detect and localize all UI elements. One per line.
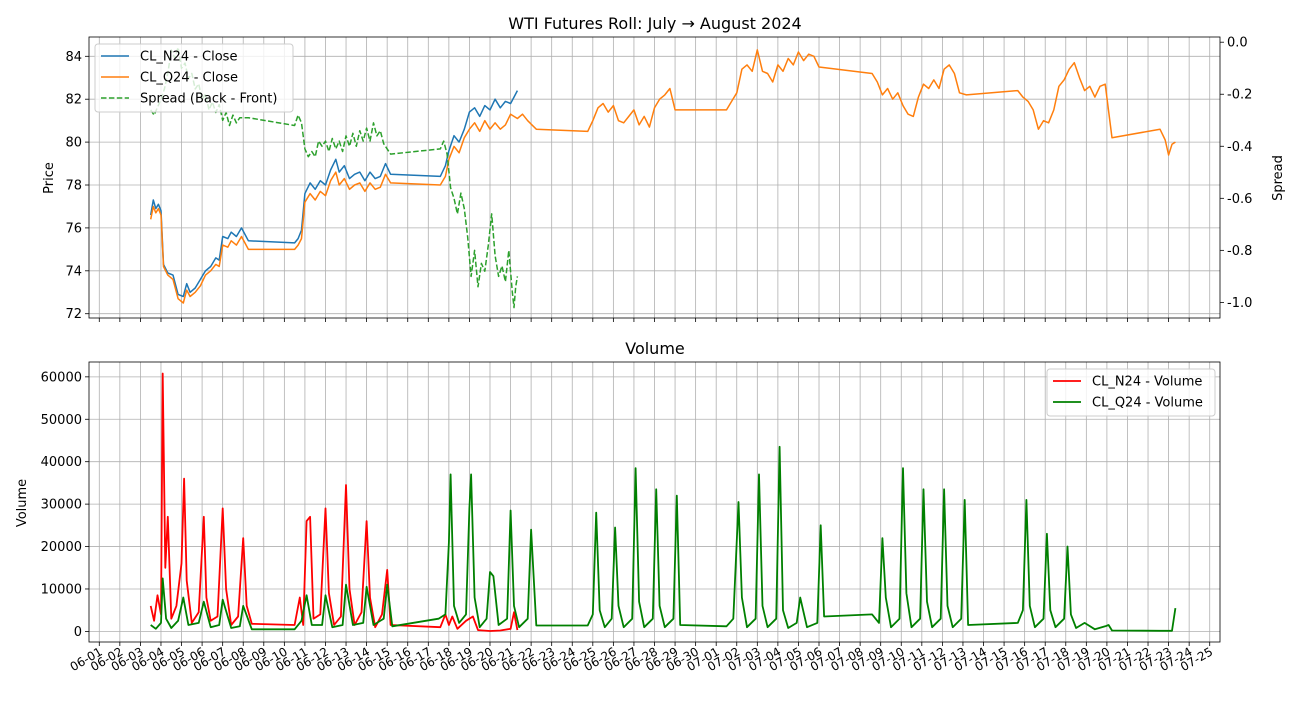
volume-y-tick-label: 60000 (41, 370, 82, 385)
price-x-ticks (98, 318, 1211, 322)
price-y-axis-label: Price (42, 162, 57, 194)
volume-y-ticks: 0 10000 20000 30000 40000 50000 60000 (41, 370, 89, 640)
price-y-tick-label: 80 (65, 136, 82, 151)
spread-y-tick-label: -0.8 (1227, 244, 1252, 259)
volume-y-tick-label: 0 (74, 625, 82, 640)
spread-y-ticks: -1.0 -0.8 -0.6 -0.4 -0.2 0.0 (1220, 36, 1252, 311)
volume-series-group (149, 372, 1177, 632)
volume-panel: 0 10000 20000 30000 40000 50000 60000 06-0106-… (15, 339, 1221, 674)
spread-back-front-legend-label: Spread (Back - Front) (140, 92, 277, 107)
price-y-tick-label: 78 (65, 179, 82, 194)
volume-legend-box (1046, 368, 1216, 417)
price-y-tick-label: 82 (65, 93, 82, 108)
volume-y-tick-label: 10000 (41, 582, 82, 597)
volume-x-ticks: 06-0106-0206-0306-0406-0506-0606-0706-08… (68, 642, 1215, 674)
volume-chart-title: Volume (625, 339, 685, 358)
price-spread-panel: 72 74 76 78 80 82 84 -1.0 -0.8 -0.6 -0.4 -0.2 0.0 W… (42, 14, 1286, 322)
volume-y-tick-label: 20000 (41, 540, 82, 555)
volume-y-tick-label: 30000 (41, 498, 82, 513)
spread-y-tick-label: 0.0 (1227, 36, 1248, 51)
price-legend-box (94, 43, 294, 113)
cl-q24-close-line (149, 49, 1176, 304)
volume-legend: CL_N24 - Volume CL_Q24 - Volume (1046, 368, 1216, 417)
cl-n24-volume-legend-label: CL_N24 - Volume (1092, 375, 1202, 390)
spread-y-tick-label: -0.2 (1227, 88, 1252, 103)
cl-q24-volume-legend-label: CL_Q24 - Volume (1092, 396, 1203, 411)
cl-q24-volume-line (150, 445, 1177, 632)
price-y-tick-label: 72 (65, 307, 82, 322)
cl-n24-close-legend-label: CL_N24 - Close (140, 50, 237, 65)
spread-y-tick-label: -0.4 (1227, 140, 1252, 155)
price-legend: CL_N24 - Close CL_Q24 - Close Spread (Back… (94, 43, 294, 113)
cl-q24-close-legend-label: CL_Q24 - Close (140, 71, 238, 86)
spread-y-tick-label: -1.0 (1227, 296, 1252, 311)
cl-n24-close-line (149, 90, 519, 298)
price-y-tick-label: 74 (65, 264, 82, 279)
volume-y-tick-label: 40000 (41, 455, 82, 470)
price-chart-title: WTI Futures Roll: July → August 2024 (508, 14, 801, 33)
volume-y-axis-label: Volume (15, 479, 30, 527)
price-y-tick-label: 76 (65, 221, 82, 236)
price-y-tick-label: 84 (65, 50, 82, 65)
price-y-ticks: 72 74 76 78 80 82 84 (65, 50, 89, 322)
volume-y-tick-label: 50000 (41, 413, 82, 428)
price-series-group (149, 46, 1176, 309)
cl-n24-volume-line (149, 372, 519, 632)
spread-y-tick-label: -0.6 (1227, 192, 1252, 207)
spread-y-axis-label: Spread (1271, 155, 1286, 201)
